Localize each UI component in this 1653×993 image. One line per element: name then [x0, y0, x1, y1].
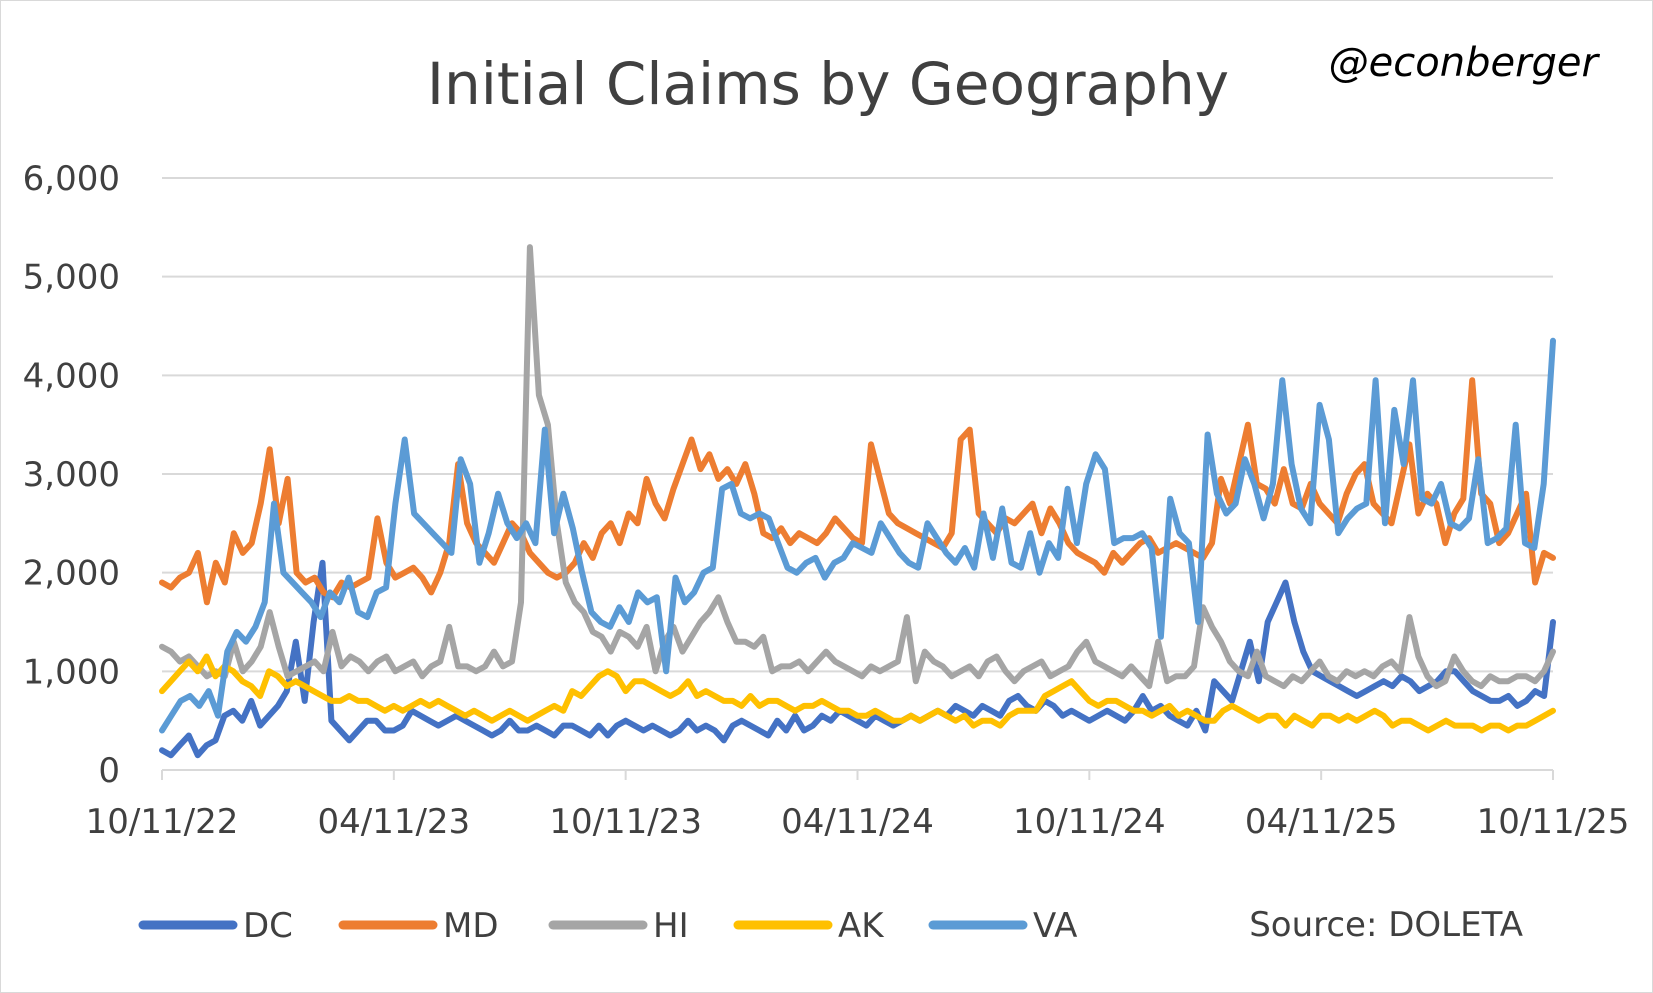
legend-label-md: MD [443, 906, 499, 946]
x-tick-label: 10/11/24 [1013, 802, 1166, 842]
x-tick-label: 04/11/23 [317, 802, 470, 842]
grid-lines [162, 177, 1553, 673]
y-tick-label: 0 [98, 751, 120, 791]
legend-label-va: VA [1033, 906, 1077, 946]
series-line-md [159, 377, 1556, 606]
y-tick-label: 5,000 [23, 258, 120, 298]
y-tick-label: 1,000 [23, 652, 120, 692]
legend-label-hi: HI [653, 906, 689, 946]
legend: DC MD HI AK VA [138, 906, 1077, 946]
author-handle: @econberger [1329, 40, 1601, 86]
series-line-hi [159, 244, 1556, 690]
y-tick-label: 2,000 [23, 554, 120, 594]
x-axis: 10/11/22 04/11/23 10/11/23 04/11/24 10/11/24… [86, 769, 1630, 842]
series-line-ak [159, 653, 1556, 734]
x-tick-label: 10/11/22 [86, 802, 239, 842]
x-tick-label: 04/11/24 [781, 802, 934, 842]
x-tick-label: 10/11/23 [549, 802, 702, 842]
y-tick-label: 4,000 [23, 356, 120, 396]
legend-label-ak: AK [838, 906, 885, 946]
y-tick-label: 3,000 [23, 455, 120, 495]
series-line-dc [159, 559, 1556, 759]
y-axis-tick-labels: 0 1,000 2,000 3,000 4,000 5,000 6,000 [23, 159, 120, 791]
series-line-va [159, 337, 1556, 734]
y-tick-label: 6,000 [23, 159, 120, 199]
legend-label-dc: DC [243, 906, 293, 946]
series-lines [159, 244, 1556, 759]
x-tick-label: 04/11/25 [1245, 802, 1398, 842]
source-note: Source: DOLETA [1249, 905, 1523, 945]
x-tick-label: 10/11/25 [1477, 802, 1630, 842]
chart-title: Initial Claims by Geography [427, 50, 1229, 118]
